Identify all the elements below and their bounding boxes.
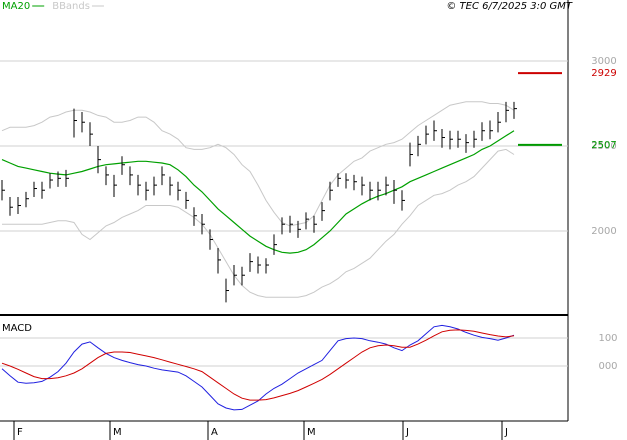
ma-line (1, 130, 515, 254)
level-label: 2507 (591, 140, 616, 151)
band-lower (2, 148, 515, 298)
x-tick-label: F (17, 427, 23, 438)
x-tick-label: J (504, 427, 508, 438)
y-tick-label: 3000 (591, 56, 616, 67)
macd-line (1, 324, 515, 411)
legend-label: MA20 (2, 1, 30, 12)
level-label: 2929 (591, 68, 616, 79)
x-tick-label: A (211, 427, 218, 438)
macd-line (1, 329, 515, 401)
x-tick-label: M (113, 427, 122, 438)
y-tick-label: 100 (598, 333, 617, 344)
band-upper (1, 101, 515, 227)
x-tick-label: M (307, 427, 316, 438)
panel-title: MACD (2, 323, 32, 334)
x-tick-label: J (405, 427, 409, 438)
y-tick-label: 000 (598, 361, 617, 372)
y-tick-label: 2500 (591, 141, 616, 152)
credit: © TEC 6/7/2025 3:0 GMT (446, 1, 573, 12)
legend-label: BBands (52, 1, 90, 12)
y-tick-label: 2000 (591, 226, 616, 237)
